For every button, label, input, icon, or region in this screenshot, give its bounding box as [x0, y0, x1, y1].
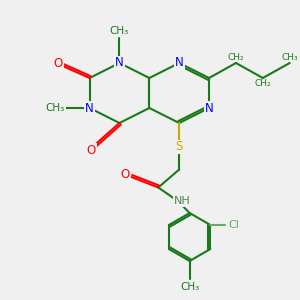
- Text: CH₂: CH₂: [254, 80, 271, 88]
- Text: O: O: [121, 167, 130, 181]
- Text: S: S: [176, 140, 183, 154]
- Text: CH₃: CH₃: [281, 52, 298, 62]
- Text: CH₃: CH₃: [46, 103, 65, 113]
- Text: CH₂: CH₂: [228, 52, 244, 62]
- Text: N: N: [205, 101, 213, 115]
- Text: N: N: [85, 101, 94, 115]
- Text: O: O: [86, 143, 96, 157]
- Text: N: N: [175, 56, 184, 70]
- Text: N: N: [115, 56, 124, 70]
- Text: Cl: Cl: [229, 220, 240, 230]
- Text: CH₃: CH₃: [110, 26, 129, 37]
- Text: NH: NH: [174, 196, 190, 206]
- Text: O: O: [54, 56, 63, 70]
- Text: CH₃: CH₃: [180, 281, 199, 292]
